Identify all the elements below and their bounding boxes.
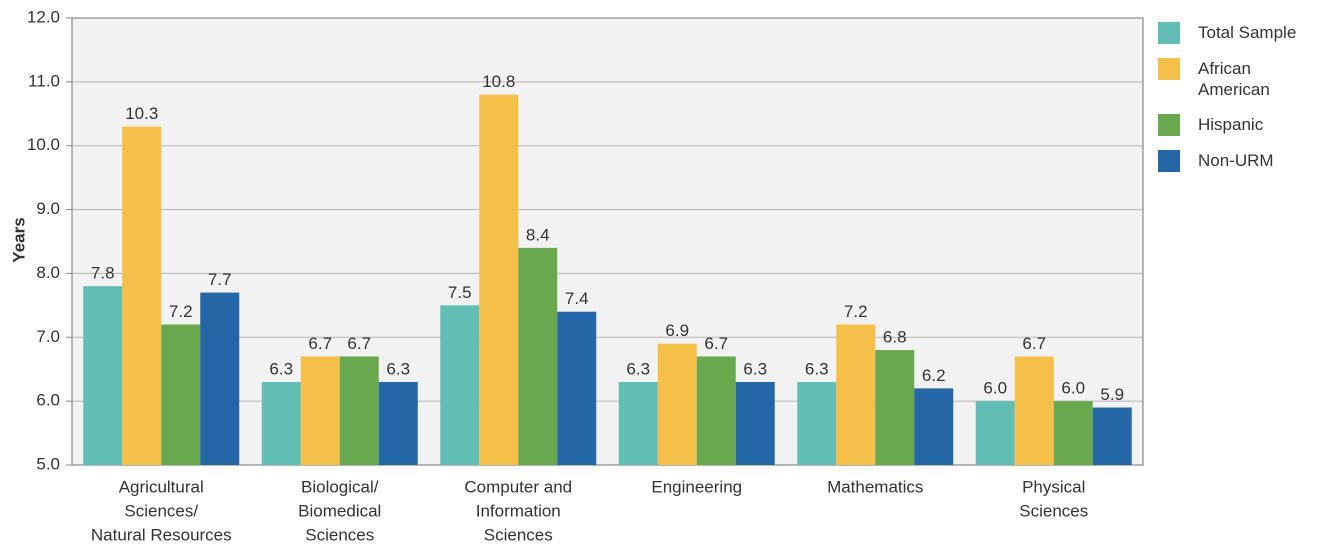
value-label: 7.2 xyxy=(169,302,193,321)
y-tick-label: 6.0 xyxy=(36,391,60,410)
y-tick-label: 11.0 xyxy=(28,71,60,90)
bar xyxy=(1092,407,1132,465)
value-label: 6.3 xyxy=(269,359,293,378)
x-tick-label: Sciences xyxy=(1019,501,1088,520)
bar xyxy=(914,388,954,465)
legend-item: African American xyxy=(1158,58,1338,100)
value-label: 7.5 xyxy=(448,283,472,302)
value-label: 6.2 xyxy=(922,366,946,385)
value-label: 6.3 xyxy=(805,359,829,378)
legend-label: Non-URM xyxy=(1198,151,1274,170)
value-label: 6.0 xyxy=(1061,379,1085,398)
bar xyxy=(261,381,301,465)
value-label: 7.2 xyxy=(844,302,868,321)
legend-label: Total Sample xyxy=(1198,23,1297,42)
y-tick-label: 5.0 xyxy=(36,454,60,473)
y-tick-label: 10.0 xyxy=(27,135,60,154)
legend-label: Hispanic xyxy=(1198,115,1264,134)
bar xyxy=(875,350,915,465)
y-tick-label: 12.0 xyxy=(27,7,60,26)
bar xyxy=(200,292,240,465)
value-label: 6.0 xyxy=(983,379,1007,398)
bar xyxy=(975,401,1015,465)
x-tick-label: Information xyxy=(476,501,561,520)
bar xyxy=(161,324,201,465)
x-tick-label: Natural Resources xyxy=(91,525,232,544)
bar xyxy=(440,305,480,465)
bar xyxy=(657,343,697,465)
value-label: 6.3 xyxy=(626,359,650,378)
bar xyxy=(518,247,558,465)
bar xyxy=(300,356,340,465)
value-label: 10.8 xyxy=(482,72,515,91)
bar xyxy=(1014,356,1054,465)
legend: Total Sample African American Hispanic Non-… xyxy=(1158,22,1338,186)
x-tick-label: Physical xyxy=(1022,477,1085,496)
x-tick-label: Mathematics xyxy=(827,477,923,496)
value-label: 6.7 xyxy=(704,334,728,353)
bar xyxy=(735,381,775,465)
legend-item: Hispanic xyxy=(1158,114,1338,136)
x-tick-label: Biomedical xyxy=(298,501,381,520)
x-tick-label: Agricultural xyxy=(119,477,204,496)
legend-item: Non-URM xyxy=(1158,150,1338,172)
bar xyxy=(797,381,837,465)
y-axis-title: Years xyxy=(9,217,28,262)
value-label: 6.8 xyxy=(883,328,907,347)
value-label: 5.9 xyxy=(1100,385,1124,404)
y-tick-label: 8.0 xyxy=(36,263,60,282)
legend-label: African American xyxy=(1198,59,1270,99)
value-label: 6.7 xyxy=(308,334,332,353)
value-label: 7.7 xyxy=(208,270,232,289)
value-label: 7.8 xyxy=(91,264,115,283)
bar xyxy=(1053,401,1093,465)
bar xyxy=(339,356,379,465)
legend-item: Total Sample xyxy=(1158,22,1338,44)
x-tick-label: Sciences xyxy=(305,525,374,544)
y-tick-label: 9.0 xyxy=(36,199,60,218)
bar xyxy=(122,126,162,466)
bar xyxy=(618,381,658,465)
value-label: 6.7 xyxy=(1022,334,1046,353)
bar xyxy=(479,94,519,465)
bar xyxy=(83,286,123,465)
plot-area xyxy=(72,18,1143,465)
legend-swatch xyxy=(1158,114,1180,136)
bar xyxy=(378,381,418,465)
x-tick-label: Sciences/ xyxy=(124,501,198,520)
value-label: 8.4 xyxy=(526,225,550,244)
value-label: 7.4 xyxy=(565,289,589,308)
legend-swatch xyxy=(1158,22,1180,44)
x-tick-label: Computer and xyxy=(464,477,572,496)
x-tick-label: Sciences xyxy=(484,525,553,544)
bar xyxy=(836,324,876,465)
value-label: 6.3 xyxy=(743,359,767,378)
legend-swatch xyxy=(1158,58,1180,80)
value-label: 10.3 xyxy=(125,104,158,123)
y-tick-label: 7.0 xyxy=(36,327,60,346)
value-label: 6.7 xyxy=(347,334,371,353)
bar xyxy=(696,356,736,465)
bar xyxy=(557,311,597,465)
plot-border xyxy=(71,17,1144,466)
x-tick-label: Engineering xyxy=(651,477,742,496)
value-label: 6.3 xyxy=(386,359,410,378)
legend-swatch xyxy=(1158,150,1180,172)
x-tick-label: Biological/ xyxy=(301,477,379,496)
value-label: 6.9 xyxy=(665,321,689,340)
